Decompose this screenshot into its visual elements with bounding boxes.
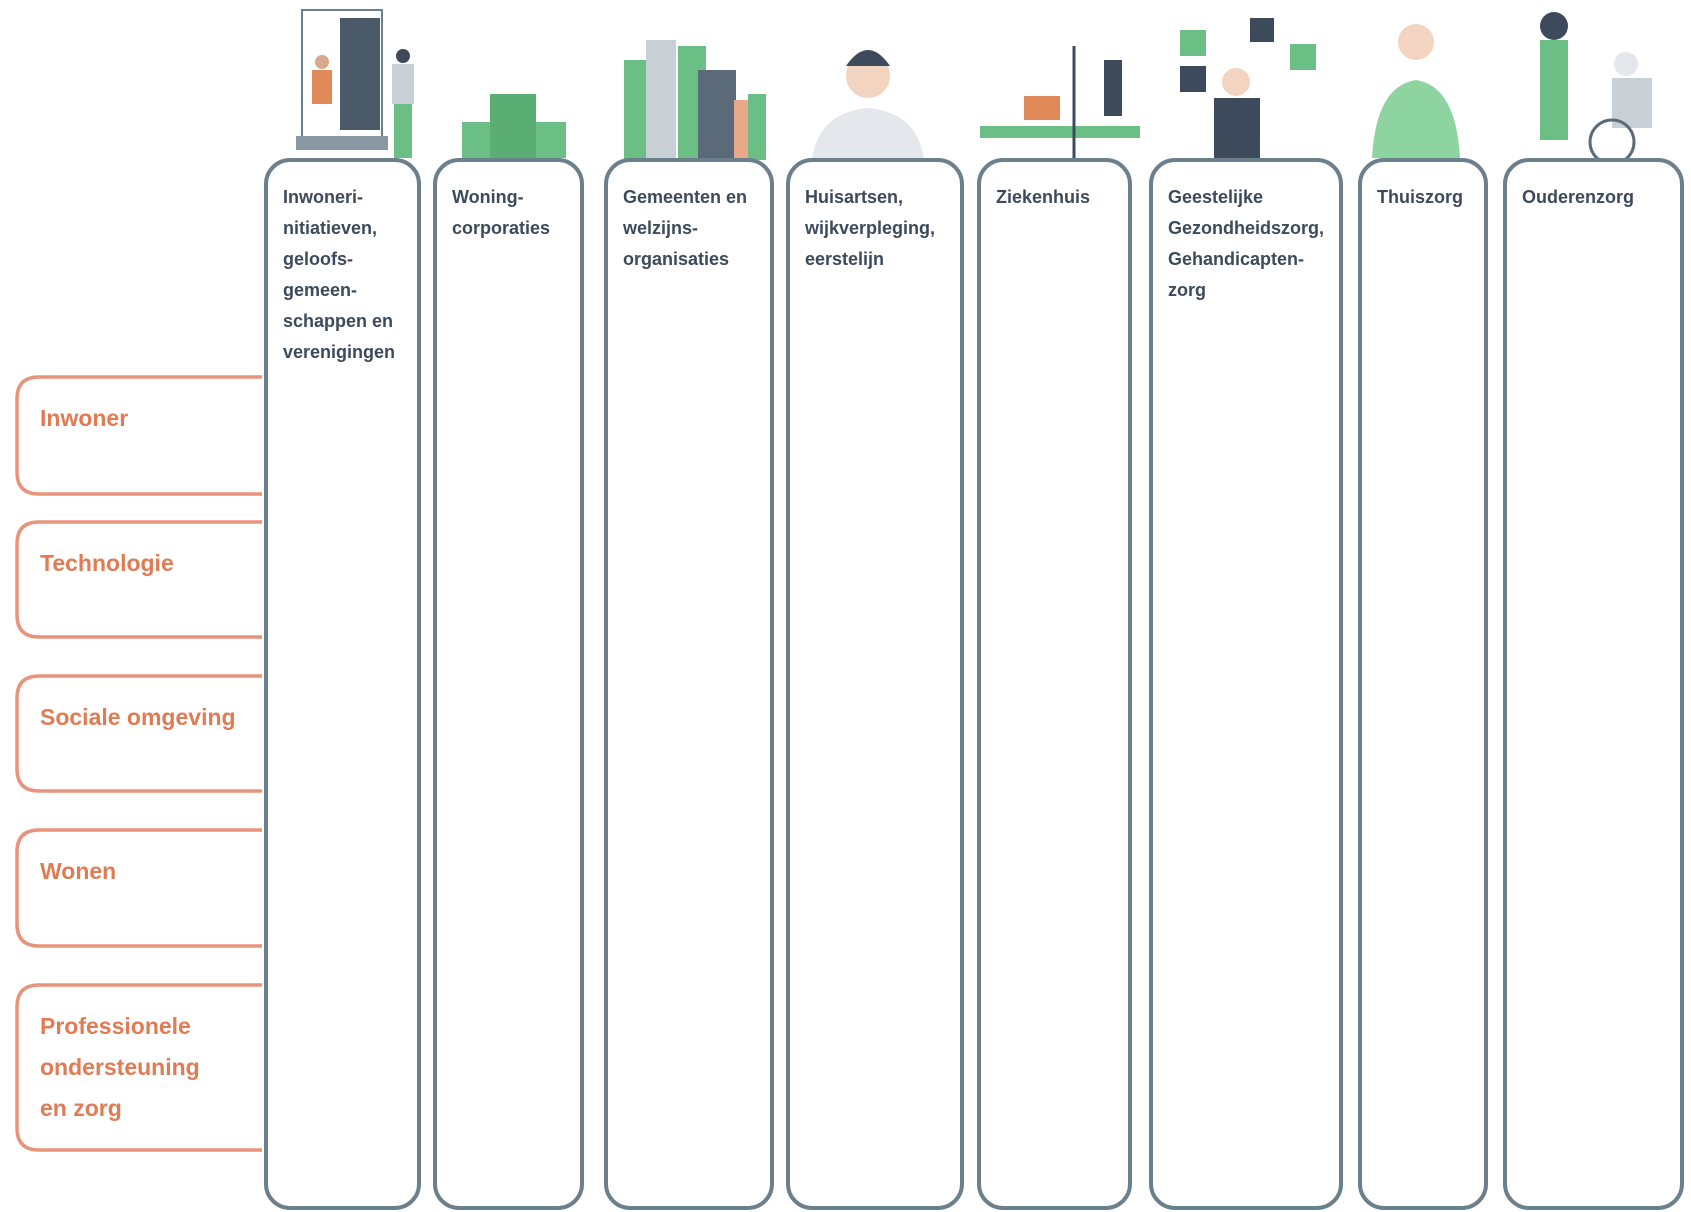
column-header: nitiatieven,	[283, 218, 377, 238]
columns: Inwoneri-nitiatieven, geloofs-gemeen-scha…	[264, 158, 1684, 1210]
column-header: Huisartsen,	[805, 187, 903, 207]
row: Inwoner	[15, 375, 262, 496]
column-header: Woning-	[452, 187, 524, 207]
illustration-carer-body	[1540, 40, 1568, 140]
row-label: Inwoner	[40, 405, 128, 431]
column-header: organisaties	[623, 249, 729, 269]
column-header: Gemeenten en	[623, 187, 747, 207]
column-frame	[1503, 158, 1684, 1210]
row-frame	[15, 375, 262, 496]
row: Wonen	[15, 828, 262, 948]
column-header: eerstelijn	[805, 249, 884, 269]
column-header: Ouderenzorg	[1522, 187, 1634, 207]
column-header: corporaties	[452, 218, 550, 238]
row: Technologie	[15, 520, 262, 639]
row-frame	[15, 520, 262, 639]
illustrations	[296, 9, 1652, 166]
illustration-elder-head	[1614, 52, 1638, 76]
column-header: gemeen-	[283, 280, 357, 300]
illustration-doctor-coat	[812, 108, 924, 158]
column: Geestelijke Gezondheidszorg, Gehandicapten…	[1149, 158, 1343, 1210]
illustration-building	[748, 94, 766, 160]
illustration-building	[698, 70, 736, 160]
illustration-puzzle	[1180, 66, 1206, 92]
rows: Inwoner Technologie Sociale omgeving Wonen P…	[15, 375, 262, 1152]
column-header: geloofs-	[283, 249, 353, 269]
column-header: Ziekenhuis	[996, 187, 1090, 207]
illustration-person-body	[1214, 98, 1260, 158]
column-header: zorg	[1168, 280, 1206, 300]
column: Gemeenten en welzijns-organisaties	[604, 158, 774, 1210]
row: Sociale omgeving	[15, 674, 262, 793]
column: Inwoneri-nitiatieven, geloofs-gemeen-scha…	[264, 158, 421, 1210]
row-frame	[15, 674, 262, 793]
column: Ouderenzorg	[1503, 158, 1684, 1210]
illustration-person-legs	[394, 104, 412, 158]
column-frame	[1149, 158, 1343, 1210]
column-header: Geestelijke	[1168, 187, 1263, 207]
column-header: verenigingen	[283, 342, 395, 362]
row-label: Wonen	[40, 858, 116, 884]
illustration-puzzle	[1180, 30, 1206, 56]
illustration-puzzle	[1290, 44, 1316, 70]
column: Thuiszorg	[1358, 158, 1488, 1210]
column-header: Inwoneri-	[283, 187, 363, 207]
illustration-door-panel	[340, 18, 380, 130]
illustration-person-head	[1222, 68, 1250, 96]
row-frame	[15, 828, 262, 948]
column-header: welzijns-	[622, 218, 698, 238]
column-frame	[604, 158, 774, 1210]
illustration-house	[490, 94, 536, 158]
illustration-person	[315, 55, 329, 69]
column: Ziekenhuis	[977, 158, 1132, 1210]
illustration-puzzle	[1250, 18, 1274, 42]
illustration-carer-head	[1540, 12, 1568, 40]
illustration-person-body	[312, 70, 332, 104]
column-header: schappen en	[283, 311, 393, 331]
column: Huisartsen, wijkverpleging, eerstelijn	[786, 158, 964, 1210]
row-label: Professionele	[40, 1013, 191, 1039]
illustration-nurse-body	[1372, 80, 1460, 158]
illustration-building	[646, 40, 676, 160]
illustration-bed	[980, 126, 1140, 138]
illustration-person	[396, 49, 410, 63]
illustration-nurse-head	[1398, 24, 1434, 60]
row-label: ondersteuning	[40, 1054, 200, 1080]
row-label: Sociale omgeving	[40, 704, 236, 730]
column-frame	[1358, 158, 1488, 1210]
row-label: en zorg	[40, 1095, 122, 1121]
column-frame	[264, 158, 421, 1210]
column-header: Gehandicapten-	[1168, 249, 1304, 269]
illustration-step	[296, 136, 388, 150]
column-header: Gezondheidszorg,	[1168, 218, 1324, 238]
column-frame	[977, 158, 1132, 1210]
illustration-doctor-hair	[846, 50, 890, 66]
illustration-patient	[1024, 96, 1060, 120]
column-frame	[433, 158, 584, 1210]
column-header: wijkverpleging,	[804, 218, 935, 238]
column: Woning-corporaties	[433, 158, 584, 1210]
column-header: Thuiszorg	[1377, 187, 1463, 207]
column-frame	[786, 158, 964, 1210]
illustration-nurse	[1104, 60, 1122, 116]
illustration-building	[624, 60, 646, 160]
row-label: Technologie	[40, 550, 174, 576]
illustration-person-body	[392, 64, 414, 104]
row-frame	[15, 983, 262, 1152]
row: Professionele ondersteuning en zorg	[15, 983, 262, 1152]
